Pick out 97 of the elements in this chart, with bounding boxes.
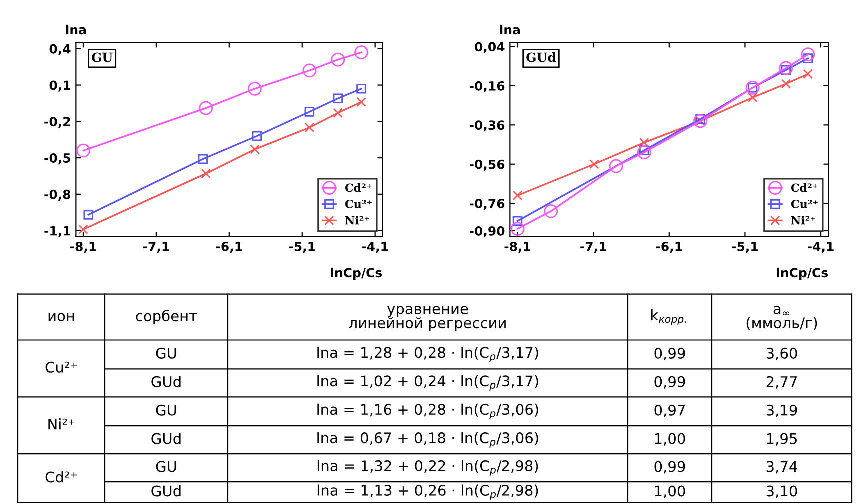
x-tick-label: -7,1 bbox=[143, 242, 170, 254]
point bbox=[76, 144, 90, 158]
text: GU bbox=[156, 404, 176, 416]
point bbox=[781, 79, 792, 89]
point bbox=[248, 82, 262, 96]
y-tick-label: 0,1 bbox=[50, 80, 70, 92]
point bbox=[201, 168, 211, 179]
point bbox=[356, 84, 366, 94]
text: lna = 1,32 + 0,22 · ln(C$_{p}$/2,98) bbox=[318, 460, 538, 476]
text: 0,99 bbox=[654, 348, 686, 360]
text: k$_{корр.}$ bbox=[651, 309, 686, 326]
text: lna = 1,28 + 0,28 · ln(C$_{p}$/3,17) bbox=[318, 346, 538, 363]
x-tick-label: -7,1 bbox=[580, 242, 606, 254]
text: 3,10 bbox=[766, 486, 798, 498]
text: 3,74 bbox=[766, 461, 798, 474]
y-tick-label: -0,8 bbox=[44, 190, 71, 201]
text: сорбент bbox=[136, 310, 198, 324]
legend-label: Ni²⁺ bbox=[791, 216, 816, 225]
x-tick-label: -4,1 bbox=[808, 242, 834, 254]
x-axis-title: lnCp/Cs bbox=[331, 268, 382, 280]
text: Ni²⁺ bbox=[48, 418, 75, 430]
text: GUd bbox=[152, 376, 181, 388]
y-tick-label: 0,4 bbox=[50, 44, 71, 56]
text: lna = 1,13 + 0,26 · ln(C$_{p}$/2,98) bbox=[318, 484, 538, 500]
y-tick-label: -0,16 bbox=[470, 81, 505, 92]
y-tick-label: -0,5 bbox=[44, 154, 70, 165]
x-tick-label: -6,1 bbox=[216, 242, 242, 254]
text: GUd bbox=[526, 52, 556, 62]
point bbox=[801, 48, 816, 62]
y-tick-label: -0,56 bbox=[470, 160, 505, 171]
text: GUd bbox=[152, 433, 181, 444]
text: GU bbox=[92, 52, 113, 62]
y-tick-label: -0,90 bbox=[470, 226, 505, 238]
text: 3,60 bbox=[766, 348, 798, 360]
point bbox=[589, 160, 600, 170]
text: GU bbox=[156, 348, 176, 359]
point bbox=[748, 92, 758, 103]
y-tick-label: 0,04 bbox=[475, 42, 505, 54]
y-tick-label: -1,1 bbox=[44, 226, 70, 238]
point bbox=[199, 101, 214, 116]
point bbox=[252, 131, 262, 142]
x-tick-label: -6,1 bbox=[656, 242, 682, 254]
text: 1,95 bbox=[767, 433, 797, 446]
text: 0,99 bbox=[654, 461, 686, 474]
text: 0,97 bbox=[654, 404, 685, 418]
point bbox=[302, 64, 317, 78]
point bbox=[354, 46, 368, 60]
point bbox=[510, 222, 525, 236]
x-tick-label: -5,1 bbox=[732, 242, 758, 254]
point bbox=[78, 224, 88, 234]
text: 1,00 bbox=[655, 486, 686, 498]
y-tick-label: -0,2 bbox=[44, 117, 70, 128]
y-tick-label: -0,36 bbox=[470, 120, 505, 132]
x-tick-label: -4,1 bbox=[362, 242, 388, 254]
point bbox=[779, 61, 794, 76]
point bbox=[356, 97, 366, 108]
text: a$_{∞}$ (ммоль/г) bbox=[746, 306, 818, 330]
x-tick-label: -8,1 bbox=[504, 242, 531, 254]
y-tick-label: -0,76 bbox=[470, 199, 505, 210]
point bbox=[803, 69, 813, 80]
text: lna = 1,16 + 0,28 · ln(C$_{p}$/3,06) bbox=[318, 404, 538, 420]
point bbox=[198, 154, 208, 164]
x-tick-label: -5,1 bbox=[289, 242, 316, 254]
y-axis-title: lna bbox=[500, 24, 520, 35]
text: 3,19 bbox=[766, 404, 798, 418]
point bbox=[333, 108, 343, 118]
point bbox=[609, 159, 624, 174]
text: Cu²⁺ bbox=[46, 362, 78, 373]
text: GU bbox=[156, 461, 176, 472]
legend-label: Cu²⁺ bbox=[345, 200, 372, 208]
point bbox=[637, 146, 652, 160]
legend-label: Cu²⁺ bbox=[791, 200, 818, 208]
point bbox=[333, 94, 343, 104]
text: 2,77 bbox=[766, 376, 797, 389]
point bbox=[304, 122, 315, 133]
point bbox=[544, 204, 558, 218]
x-tick-label: -8,1 bbox=[70, 242, 96, 254]
point bbox=[512, 216, 523, 226]
point bbox=[250, 144, 260, 154]
y-axis-title: lna bbox=[66, 24, 86, 35]
legend-label: Cd²⁺ bbox=[791, 184, 818, 192]
text: 0,99 bbox=[654, 376, 686, 389]
text: уравнение линейной регрессии bbox=[349, 306, 506, 332]
text: lna = 1,02 + 0,24 · ln(C$_{p}$/3,17) bbox=[318, 375, 538, 391]
point bbox=[304, 107, 315, 117]
text: GUd bbox=[152, 485, 181, 497]
text: Cd²⁺ bbox=[46, 471, 78, 483]
legend-label: Ni²⁺ bbox=[345, 216, 370, 225]
point bbox=[512, 190, 523, 201]
point bbox=[746, 80, 760, 95]
point bbox=[331, 52, 346, 67]
legend-label: Cd²⁺ bbox=[345, 184, 372, 192]
text: lna = 0,67 + 0,18 · ln(C$_{p}$/3,06) bbox=[318, 432, 538, 448]
point bbox=[84, 210, 94, 220]
text: 1,00 bbox=[655, 433, 686, 446]
x-axis-title: lnCp/Cs bbox=[777, 268, 828, 280]
text: ион bbox=[48, 313, 74, 322]
